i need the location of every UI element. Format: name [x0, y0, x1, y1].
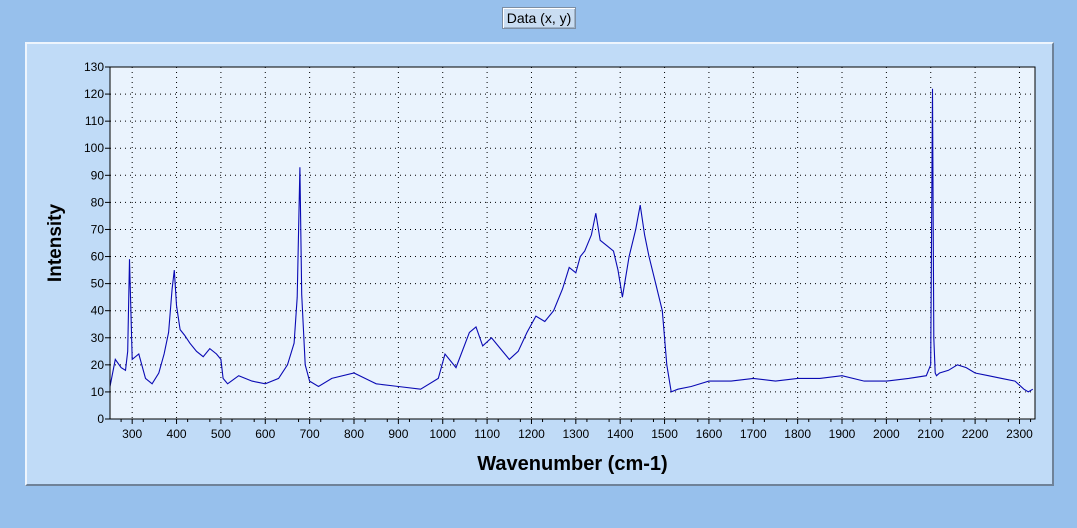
x-tick-label: 700 — [300, 427, 320, 441]
x-tick-label: 1100 — [474, 427, 500, 441]
x-tick-label: 500 — [211, 427, 231, 441]
spectrum-chart: 300 400 500 600 700 800 900 1000 1100 1200 1300 140… — [45, 60, 1036, 475]
x-tick-label: 1200 — [518, 427, 545, 441]
y-tick-label: 10 — [91, 385, 105, 399]
y-tick-label: 80 — [91, 195, 105, 209]
y-tick-label: 50 — [91, 277, 105, 291]
x-tick-label: 2000 — [873, 427, 900, 441]
spectrum-line — [109, 88, 1034, 393]
x-tick-label: 300 — [122, 427, 142, 441]
y-tick-label: 30 — [91, 331, 105, 345]
x-tick-label: 2100 — [917, 427, 944, 441]
x-tick-label: 1700 — [740, 427, 767, 441]
x-tick-label: 400 — [167, 427, 187, 441]
y-tick-label: 20 — [91, 358, 105, 372]
data-xy-button[interactable]: Data (x, y) — [502, 7, 576, 29]
y-axis-label: Intensity — [45, 204, 66, 283]
x-tick-label: 800 — [344, 427, 364, 441]
grid-lines — [110, 67, 1035, 419]
y-tick-label: 110 — [85, 114, 104, 128]
x-tick-label: 2300 — [1006, 427, 1033, 441]
x-tick-label: 1900 — [829, 427, 856, 441]
chart-panel: 300 400 500 600 700 800 900 1000 1100 1200 1300 140… — [25, 42, 1054, 486]
y-tick-label: 120 — [84, 87, 104, 101]
y-tick-label: 40 — [91, 304, 105, 318]
y-tick-label: 70 — [91, 222, 105, 236]
x-tick-label: 900 — [388, 427, 408, 441]
x-tick-label: 1500 — [651, 427, 678, 441]
y-tick-label: 90 — [91, 168, 105, 182]
x-axis-label: Wavenumber (cm-1) — [477, 453, 667, 475]
x-tick-label: 1600 — [696, 427, 723, 441]
x-tick-label: 1300 — [562, 427, 589, 441]
x-tick-label: 600 — [255, 427, 275, 441]
y-axis-ticks: 0 10 20 30 40 50 60 70 80 90 100 110 120 130 — [84, 60, 110, 426]
x-tick-label: 1400 — [607, 427, 634, 441]
x-tick-label: 1000 — [429, 427, 456, 441]
y-tick-label: 100 — [84, 141, 104, 155]
x-tick-label: 2200 — [962, 427, 989, 441]
x-tick-label: 1800 — [784, 427, 811, 441]
y-tick-label: 130 — [84, 60, 104, 74]
x-axis-ticks: 300 400 500 600 700 800 900 1000 1100 1200 1300 140… — [120, 419, 1033, 441]
y-tick-label: 0 — [97, 412, 104, 426]
y-tick-label: 60 — [91, 250, 105, 264]
plot-frame — [109, 66, 1036, 420]
plot-area — [110, 67, 1035, 419]
